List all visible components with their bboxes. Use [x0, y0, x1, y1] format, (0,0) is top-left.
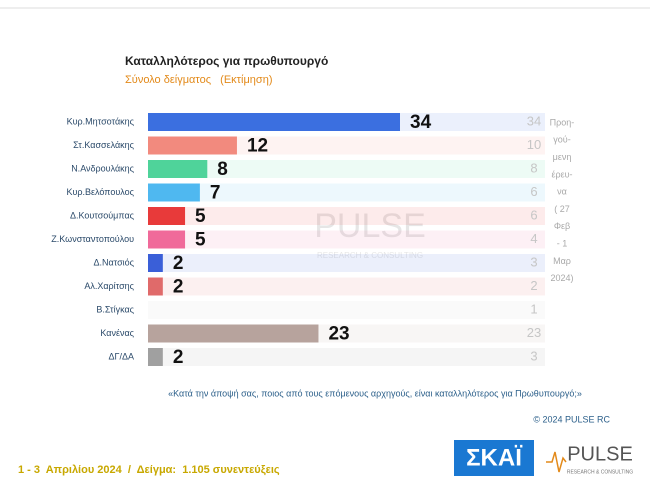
previous-value: 8: [530, 160, 537, 175]
row-band: [148, 254, 545, 272]
row-band: [148, 160, 545, 178]
previous-legend: να: [557, 187, 567, 197]
value-label: 23: [328, 324, 349, 345]
skai-logo-box: [454, 440, 534, 476]
value-label: 2: [173, 347, 184, 368]
bar: [148, 113, 400, 131]
previous-value: 23: [527, 325, 541, 340]
bar: [148, 324, 319, 343]
value-label: 12: [247, 136, 268, 157]
question: «Κατά την άποψή σας, ποιος από τους επόμ…: [168, 388, 582, 398]
value-label: 2: [173, 277, 184, 298]
previous-value: 34: [527, 113, 541, 128]
skai-logo: ΣΚΑΪ: [466, 444, 523, 471]
bar: [148, 207, 186, 225]
previous-legend: μενη: [553, 152, 572, 162]
previous-legend: ( 27: [554, 204, 570, 214]
value-label: 5: [195, 230, 206, 251]
row-band: [148, 348, 545, 366]
bar: [148, 230, 186, 249]
value-label: 7: [210, 183, 221, 204]
value-label: 2: [173, 253, 184, 274]
previous-value: 6: [530, 184, 537, 199]
previous-legend: 2024): [550, 273, 573, 283]
watermark-sub: RESEARCH & CONSULTING: [317, 251, 423, 260]
category-label: Κανένας: [100, 328, 134, 338]
chart-subtitle: Σύνολο δείγματος (Εκτίμηση): [125, 74, 273, 86]
previous-legend: - 1: [557, 238, 568, 248]
watermark-text: PULSE: [314, 207, 426, 245]
row-band: [148, 183, 545, 202]
bar: [148, 183, 200, 202]
row-band: [148, 277, 545, 296]
previous-legend: έρευ-: [551, 169, 572, 179]
previous-value: 3: [530, 348, 537, 363]
previous-value: 6: [530, 207, 537, 222]
previous-legend: Μαρ: [553, 256, 571, 266]
category-label: Δ.Κουτσούμπας: [70, 210, 135, 220]
category-label: Ζ.Κωνσταντοπούλου: [51, 234, 134, 244]
previous-value: 2: [530, 278, 537, 293]
previous-value: 3: [530, 254, 537, 269]
bar: [148, 136, 237, 155]
pulse-logo-sub: RESEARCH & CONSULTING: [567, 469, 633, 475]
bar: [148, 277, 163, 296]
value-label: 5: [195, 206, 206, 227]
row-band: [148, 207, 545, 225]
category-label: Δ.Νατσιός: [93, 257, 134, 267]
previous-value: 1: [530, 301, 537, 316]
row-band: [148, 301, 545, 319]
bar: [148, 160, 208, 178]
previous-value: 10: [527, 137, 541, 152]
pulse-logo: PULSE: [567, 443, 633, 465]
previous-legend: Φεβ: [554, 221, 570, 231]
copyright: © 2024 PULSE RC: [533, 414, 610, 424]
category-label: Ν.Ανδρουλάκης: [71, 163, 134, 173]
row-band: [148, 136, 545, 155]
value-label: 34: [410, 112, 432, 133]
value-label: 8: [217, 159, 228, 180]
watermark: PULSE RESEARCH & CONSULTING: [314, 207, 426, 260]
previous-legend: γού-: [553, 135, 570, 145]
bar: [148, 254, 163, 272]
previous-value: 4: [530, 231, 537, 246]
category-label: Β.Στίγκας: [96, 304, 134, 314]
row-band: [148, 230, 545, 249]
category-label: ΔΓ/ΔΑ: [109, 351, 134, 361]
bar: [148, 348, 163, 366]
category-label: Αλ.Χαρίτσης: [84, 281, 134, 291]
pulse-logo-wave: [546, 451, 567, 473]
category-label: Κυρ.Βελόπουλος: [66, 187, 134, 197]
category-label: Κυρ.Μητσοτάκης: [67, 116, 135, 126]
category-label: Στ.Κασσελάκης: [73, 140, 134, 150]
chart-title: Καταλληλότερος για πρωθυπουργό: [125, 54, 328, 68]
previous-legend: Προη-: [550, 117, 575, 127]
footer: 1 - 3 Απριλίου 2024 / Δείγμα: 1.105 συνε…: [18, 464, 280, 476]
